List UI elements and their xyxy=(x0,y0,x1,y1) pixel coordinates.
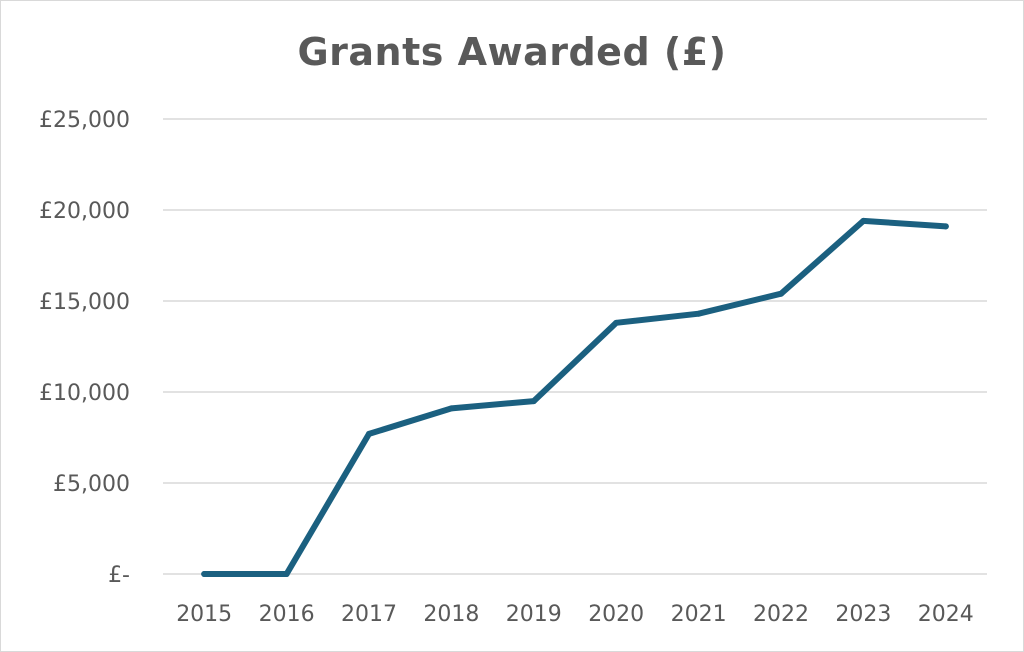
data-point-2018 xyxy=(448,405,455,412)
x-tick-label: 2015 xyxy=(176,602,232,627)
data-point-2022 xyxy=(778,290,784,297)
y-tick-label: £15,000 xyxy=(39,290,130,315)
y-axis-ticks: £- £5,000 £10,000 £15,000 £20,000 £25,000 xyxy=(39,108,130,588)
y-tick-label: £5,000 xyxy=(53,472,130,497)
x-tick-label: 2019 xyxy=(506,602,562,627)
data-point-2020 xyxy=(613,319,620,326)
series-line xyxy=(201,217,949,577)
y-tick-label: £20,000 xyxy=(39,199,130,224)
x-tick-label: 2017 xyxy=(341,602,397,627)
x-tick-label: 2018 xyxy=(423,602,479,627)
data-point-2023 xyxy=(860,217,867,224)
x-tick-label: 2021 xyxy=(671,602,727,627)
data-point-2024 xyxy=(942,223,949,230)
x-tick-label: 2024 xyxy=(918,602,974,627)
y-tick-label: £10,000 xyxy=(39,381,130,406)
data-point-2017 xyxy=(366,430,372,437)
series-group xyxy=(201,217,949,577)
data-point-2021 xyxy=(695,310,702,317)
x-tick-label: 2020 xyxy=(588,602,644,627)
data-point-2019 xyxy=(530,398,537,405)
data-point-2015 xyxy=(201,571,208,577)
y-tick-label: £- xyxy=(108,563,130,588)
x-tick-label: 2016 xyxy=(259,602,315,627)
gridlines xyxy=(163,118,987,575)
y-tick-label: £25,000 xyxy=(39,108,130,133)
x-tick-label: 2023 xyxy=(835,602,891,627)
data-point-2016 xyxy=(283,571,290,577)
chart-title: Grants Awarded (£) xyxy=(297,30,727,74)
x-tick-label: 2022 xyxy=(753,602,809,627)
x-axis-ticks: 2015 2016 2017 2018 2019 2020 2021 2022 2023 2024 xyxy=(176,602,974,627)
